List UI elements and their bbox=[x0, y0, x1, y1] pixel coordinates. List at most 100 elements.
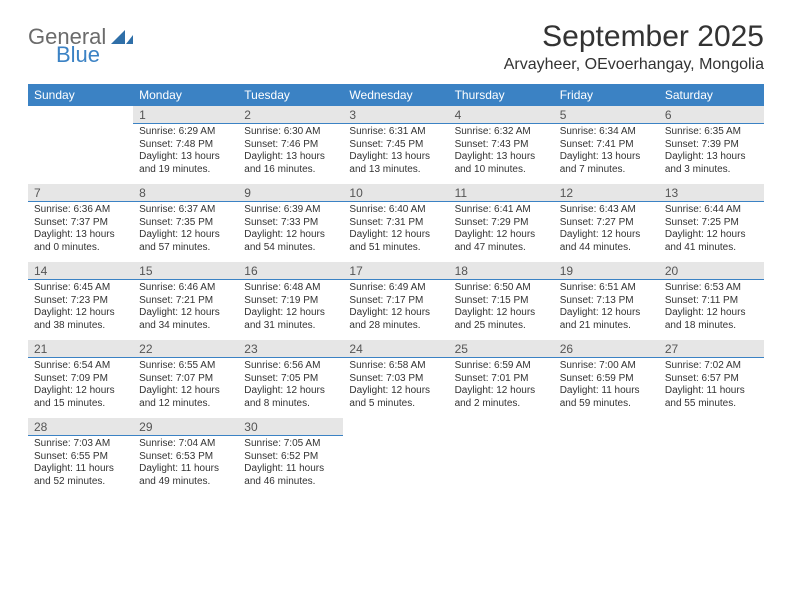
day-body: Sunrise: 6:32 AMSunset: 7:43 PMDaylight:… bbox=[449, 124, 554, 184]
day-body bbox=[554, 436, 659, 496]
day-cell: 22Sunrise: 6:55 AMSunset: 7:07 PMDayligh… bbox=[133, 340, 238, 418]
day-body: Sunrise: 7:04 AMSunset: 6:53 PMDaylight:… bbox=[133, 436, 238, 496]
day-line: Daylight: 13 hours and 19 minutes. bbox=[139, 151, 232, 176]
day-body: Sunrise: 6:37 AMSunset: 7:35 PMDaylight:… bbox=[133, 202, 238, 262]
day-body: Sunrise: 6:30 AMSunset: 7:46 PMDaylight:… bbox=[238, 124, 343, 184]
day-number: 5 bbox=[554, 106, 659, 124]
day-line: Sunset: 7:05 PM bbox=[244, 373, 337, 386]
day-body: Sunrise: 6:58 AMSunset: 7:03 PMDaylight:… bbox=[343, 358, 448, 418]
day-line: Sunrise: 6:35 AM bbox=[665, 126, 758, 139]
day-line: Sunset: 7:29 PM bbox=[455, 217, 548, 230]
day-line: Sunrise: 7:04 AM bbox=[139, 438, 232, 451]
day-number bbox=[343, 418, 448, 436]
day-cell: 18Sunrise: 6:50 AMSunset: 7:15 PMDayligh… bbox=[449, 262, 554, 340]
day-line: Sunrise: 6:56 AM bbox=[244, 360, 337, 373]
day-body: Sunrise: 7:05 AMSunset: 6:52 PMDaylight:… bbox=[238, 436, 343, 496]
day-cell: 11Sunrise: 6:41 AMSunset: 7:29 PMDayligh… bbox=[449, 184, 554, 262]
logo-word-blue: Blue bbox=[56, 44, 133, 66]
day-line: Sunset: 7:23 PM bbox=[34, 295, 127, 308]
day-line: Sunrise: 6:44 AM bbox=[665, 204, 758, 217]
day-number: 14 bbox=[28, 262, 133, 280]
day-line: Daylight: 11 hours and 46 minutes. bbox=[244, 463, 337, 488]
day-line: Daylight: 12 hours and 12 minutes. bbox=[139, 385, 232, 410]
day-line: Sunrise: 6:29 AM bbox=[139, 126, 232, 139]
month-title: September 2025 bbox=[504, 20, 764, 54]
day-line: Sunrise: 6:32 AM bbox=[455, 126, 548, 139]
day-cell bbox=[28, 106, 133, 184]
day-cell bbox=[659, 418, 764, 496]
day-number: 6 bbox=[659, 106, 764, 124]
day-cell: 28Sunrise: 7:03 AMSunset: 6:55 PMDayligh… bbox=[28, 418, 133, 496]
day-number: 30 bbox=[238, 418, 343, 436]
day-line: Sunset: 7:48 PM bbox=[139, 139, 232, 152]
day-body: Sunrise: 6:29 AMSunset: 7:48 PMDaylight:… bbox=[133, 124, 238, 184]
day-cell: 17Sunrise: 6:49 AMSunset: 7:17 PMDayligh… bbox=[343, 262, 448, 340]
day-line: Sunset: 7:45 PM bbox=[349, 139, 442, 152]
day-number: 16 bbox=[238, 262, 343, 280]
day-body bbox=[449, 436, 554, 496]
day-body: Sunrise: 6:54 AMSunset: 7:09 PMDaylight:… bbox=[28, 358, 133, 418]
day-line: Daylight: 12 hours and 8 minutes. bbox=[244, 385, 337, 410]
location: Arvayheer, OEvoerhangay, Mongolia bbox=[504, 56, 764, 74]
day-number: 15 bbox=[133, 262, 238, 280]
day-line: Daylight: 12 hours and 44 minutes. bbox=[560, 229, 653, 254]
day-line: Sunrise: 7:02 AM bbox=[665, 360, 758, 373]
logo: General Blue bbox=[28, 20, 133, 66]
day-line: Sunset: 7:17 PM bbox=[349, 295, 442, 308]
day-cell: 6Sunrise: 6:35 AMSunset: 7:39 PMDaylight… bbox=[659, 106, 764, 184]
day-number: 28 bbox=[28, 418, 133, 436]
day-line: Daylight: 13 hours and 13 minutes. bbox=[349, 151, 442, 176]
day-cell bbox=[554, 418, 659, 496]
day-number: 10 bbox=[343, 184, 448, 202]
day-line: Sunset: 6:55 PM bbox=[34, 451, 127, 464]
day-line: Daylight: 12 hours and 25 minutes. bbox=[455, 307, 548, 332]
day-body: Sunrise: 6:44 AMSunset: 7:25 PMDaylight:… bbox=[659, 202, 764, 262]
day-line: Daylight: 13 hours and 3 minutes. bbox=[665, 151, 758, 176]
day-header-cell: Monday bbox=[133, 84, 238, 106]
day-header-cell: Wednesday bbox=[343, 84, 448, 106]
day-cell: 20Sunrise: 6:53 AMSunset: 7:11 PMDayligh… bbox=[659, 262, 764, 340]
day-line: Sunset: 7:25 PM bbox=[665, 217, 758, 230]
day-number: 12 bbox=[554, 184, 659, 202]
day-line: Sunrise: 6:48 AM bbox=[244, 282, 337, 295]
day-header-cell: Sunday bbox=[28, 84, 133, 106]
day-number: 24 bbox=[343, 340, 448, 358]
day-number: 20 bbox=[659, 262, 764, 280]
day-header-cell: Saturday bbox=[659, 84, 764, 106]
day-cell: 8Sunrise: 6:37 AMSunset: 7:35 PMDaylight… bbox=[133, 184, 238, 262]
day-number bbox=[28, 106, 133, 124]
day-header-cell: Friday bbox=[554, 84, 659, 106]
day-line: Sunrise: 6:46 AM bbox=[139, 282, 232, 295]
day-cell: 21Sunrise: 6:54 AMSunset: 7:09 PMDayligh… bbox=[28, 340, 133, 418]
day-line: Sunset: 7:03 PM bbox=[349, 373, 442, 386]
day-line: Sunset: 7:37 PM bbox=[34, 217, 127, 230]
day-line: Sunset: 6:59 PM bbox=[560, 373, 653, 386]
day-number: 25 bbox=[449, 340, 554, 358]
day-line: Sunset: 7:41 PM bbox=[560, 139, 653, 152]
day-line: Daylight: 13 hours and 16 minutes. bbox=[244, 151, 337, 176]
day-line: Daylight: 12 hours and 15 minutes. bbox=[34, 385, 127, 410]
day-number: 29 bbox=[133, 418, 238, 436]
day-line: Sunrise: 6:50 AM bbox=[455, 282, 548, 295]
day-cell: 1Sunrise: 6:29 AMSunset: 7:48 PMDaylight… bbox=[133, 106, 238, 184]
day-body: Sunrise: 6:39 AMSunset: 7:33 PMDaylight:… bbox=[238, 202, 343, 262]
day-body: Sunrise: 6:34 AMSunset: 7:41 PMDaylight:… bbox=[554, 124, 659, 184]
day-body: Sunrise: 6:51 AMSunset: 7:13 PMDaylight:… bbox=[554, 280, 659, 340]
day-line: Sunset: 7:21 PM bbox=[139, 295, 232, 308]
logo-stack: General Blue bbox=[28, 26, 133, 66]
day-number: 9 bbox=[238, 184, 343, 202]
day-line: Sunrise: 6:30 AM bbox=[244, 126, 337, 139]
day-cell: 12Sunrise: 6:43 AMSunset: 7:27 PMDayligh… bbox=[554, 184, 659, 262]
day-cell: 30Sunrise: 7:05 AMSunset: 6:52 PMDayligh… bbox=[238, 418, 343, 496]
day-line: Sunset: 7:13 PM bbox=[560, 295, 653, 308]
day-number bbox=[449, 418, 554, 436]
day-line: Daylight: 12 hours and 57 minutes. bbox=[139, 229, 232, 254]
day-cell: 4Sunrise: 6:32 AMSunset: 7:43 PMDaylight… bbox=[449, 106, 554, 184]
calendar: SundayMondayTuesdayWednesdayThursdayFrid… bbox=[28, 84, 764, 496]
day-number: 27 bbox=[659, 340, 764, 358]
day-line: Sunset: 6:57 PM bbox=[665, 373, 758, 386]
day-header-row: SundayMondayTuesdayWednesdayThursdayFrid… bbox=[28, 84, 764, 106]
day-cell: 27Sunrise: 7:02 AMSunset: 6:57 PMDayligh… bbox=[659, 340, 764, 418]
day-line: Sunrise: 6:41 AM bbox=[455, 204, 548, 217]
day-body: Sunrise: 6:46 AMSunset: 7:21 PMDaylight:… bbox=[133, 280, 238, 340]
